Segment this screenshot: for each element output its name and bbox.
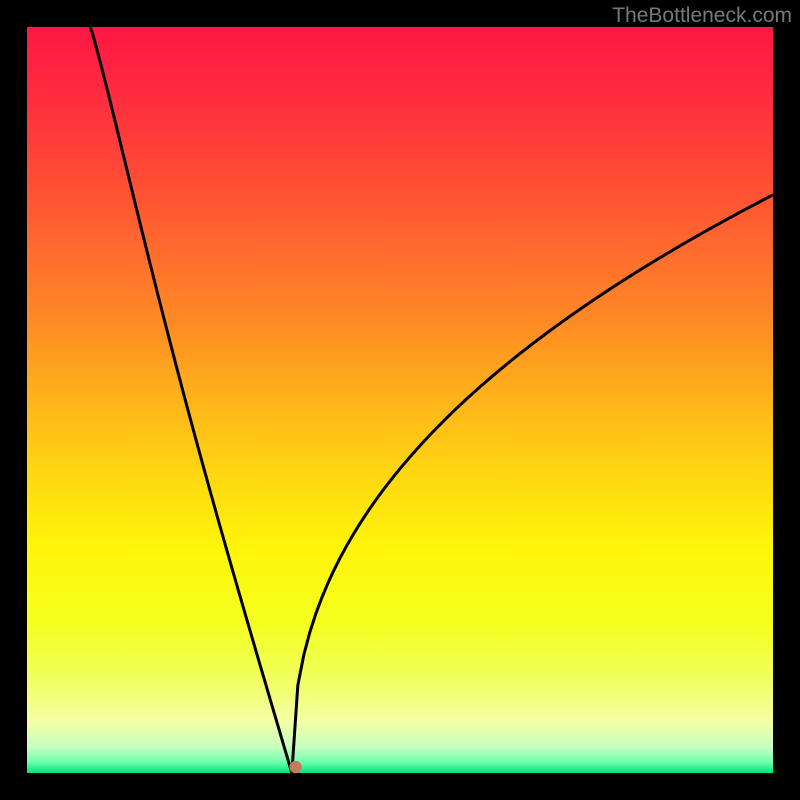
watermark-text: TheBottleneck.com [612, 4, 792, 28]
chart-frame: TheBottleneck.com [0, 0, 800, 800]
gradient-plot [0, 0, 800, 800]
